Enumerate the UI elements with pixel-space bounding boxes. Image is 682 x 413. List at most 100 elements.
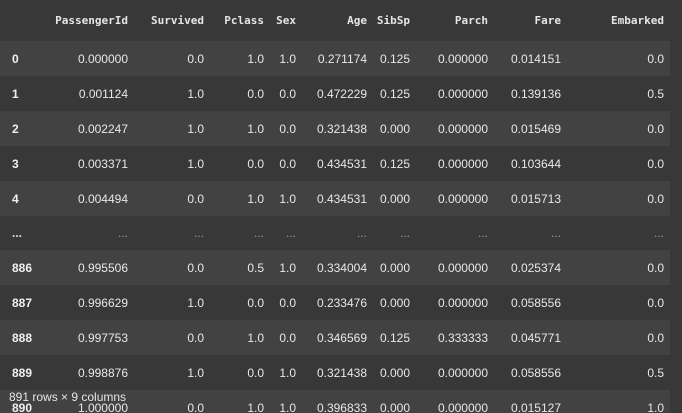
table-cell: 0.0 bbox=[134, 320, 210, 355]
table-cell: 0.0 bbox=[210, 355, 270, 390]
table-cell: 1.0 bbox=[134, 285, 210, 320]
table-cell: ... bbox=[373, 216, 416, 250]
table-cell: 0.321438 bbox=[302, 355, 373, 390]
table-cell: 0.000000 bbox=[416, 355, 494, 390]
table-cell: 0.000 bbox=[373, 181, 416, 216]
column-header: Parch bbox=[416, 0, 494, 41]
table-cell: 0.0 bbox=[210, 76, 270, 111]
table-cell: 0.015469 bbox=[494, 111, 567, 146]
column-header: Embarked bbox=[567, 0, 670, 41]
table-cell: 0.996629 bbox=[46, 285, 134, 320]
row-index: 2 bbox=[0, 111, 46, 146]
row-index: 4 bbox=[0, 181, 46, 216]
row-index: 1 bbox=[0, 76, 46, 111]
table-cell: 0.125 bbox=[373, 76, 416, 111]
table-cell: 0.0 bbox=[210, 285, 270, 320]
table-cell: 0.001124 bbox=[46, 76, 134, 111]
table-cell: ... bbox=[567, 216, 670, 250]
table-cell: 0.271174 bbox=[302, 41, 373, 76]
table-row: 3 0.003371 1.0 0.0 0.0 0.434531 0.125 0.000000 0… bbox=[0, 146, 670, 181]
table-cell: 0.472229 bbox=[302, 76, 373, 111]
table-cell: ... bbox=[46, 216, 134, 250]
table-cell: 1.0 bbox=[210, 111, 270, 146]
table-cell: 0.0 bbox=[270, 285, 302, 320]
row-index: ... bbox=[0, 216, 46, 250]
table-cell: 0.0 bbox=[567, 111, 670, 146]
table-cell: 0.434531 bbox=[302, 181, 373, 216]
table-cell: 0.0 bbox=[567, 320, 670, 355]
table-cell: 0.396833 bbox=[302, 390, 373, 413]
table-cell: 0.0 bbox=[210, 146, 270, 181]
table-cell: 0.0 bbox=[270, 76, 302, 111]
column-header: Pclass bbox=[210, 0, 270, 41]
table-cell: 0.000000 bbox=[416, 181, 494, 216]
table-cell: ... bbox=[416, 216, 494, 250]
table-cell: 0.0 bbox=[270, 146, 302, 181]
table-cell: 0.139136 bbox=[494, 76, 567, 111]
table-cell: 0.998876 bbox=[46, 355, 134, 390]
column-header: Sex bbox=[270, 0, 302, 41]
table-cell: 1.0 bbox=[210, 320, 270, 355]
table-cell: 1.0 bbox=[270, 41, 302, 76]
table-cell: 0.346569 bbox=[302, 320, 373, 355]
table-cell: 0.5 bbox=[567, 76, 670, 111]
table-cell: 0.000 bbox=[373, 250, 416, 285]
table-row: 889 0.998876 1.0 0.0 1.0 0.321438 0.000 0.00000… bbox=[0, 355, 670, 390]
table-row: 1 0.001124 1.0 0.0 0.0 0.472229 0.125 0.000000 0… bbox=[0, 76, 670, 111]
table-cell: 0.333333 bbox=[416, 320, 494, 355]
table-row: 2 0.002247 1.0 1.0 0.0 0.321438 0.000 0.000000 0… bbox=[0, 111, 670, 146]
table-cell: 1.0 bbox=[210, 181, 270, 216]
row-index: 887 bbox=[0, 285, 46, 320]
table-cell: 0.0 bbox=[270, 320, 302, 355]
table-cell: 0.015713 bbox=[494, 181, 567, 216]
table-cell: 0.025374 bbox=[494, 250, 567, 285]
shape-summary: 891 rows × 9 columns bbox=[9, 390, 126, 404]
table-cell: 0.0 bbox=[567, 285, 670, 320]
table-cell: 1.0 bbox=[210, 390, 270, 413]
table-cell: 0.334004 bbox=[302, 250, 373, 285]
column-header: PassengerId bbox=[46, 0, 134, 41]
table-cell: 1.0 bbox=[210, 41, 270, 76]
table-cell: 0.0 bbox=[134, 41, 210, 76]
table-cell: 0.015127 bbox=[494, 390, 567, 413]
table-cell: 0.5 bbox=[567, 355, 670, 390]
table-cell: 1.0 bbox=[134, 76, 210, 111]
table-cell: 0.045771 bbox=[494, 320, 567, 355]
table-cell: 0.000000 bbox=[416, 41, 494, 76]
table-cell: 0.003371 bbox=[46, 146, 134, 181]
table-cell: 0.000 bbox=[373, 355, 416, 390]
table-cell: 0.5 bbox=[210, 250, 270, 285]
table-cell: 0.0 bbox=[567, 146, 670, 181]
table-cell: 0.000000 bbox=[416, 111, 494, 146]
table-cell: 1.0 bbox=[270, 355, 302, 390]
row-index: 886 bbox=[0, 250, 46, 285]
table-cell: 0.000000 bbox=[416, 285, 494, 320]
table-cell: ... bbox=[494, 216, 567, 250]
column-header: Age bbox=[302, 0, 373, 41]
row-index: 888 bbox=[0, 320, 46, 355]
table-cell: 0.000000 bbox=[416, 250, 494, 285]
table-cell: 0.000000 bbox=[46, 41, 134, 76]
table-cell: 1.0 bbox=[270, 390, 302, 413]
table-row: 0 0.000000 0.0 1.0 1.0 0.271174 0.125 0.000000 0… bbox=[0, 41, 670, 76]
table-cell: 0.321438 bbox=[302, 111, 373, 146]
column-header: Survived bbox=[134, 0, 210, 41]
table-row: 888 0.997753 0.0 1.0 0.0 0.346569 0.125 0.33333… bbox=[0, 320, 670, 355]
table-cell: 1.0 bbox=[134, 146, 210, 181]
table-cell: 0.995506 bbox=[46, 250, 134, 285]
ellipsis-row: .............................. bbox=[0, 216, 670, 250]
table-cell: ... bbox=[210, 216, 270, 250]
table-cell: 0.0 bbox=[567, 250, 670, 285]
table-cell: 0.002247 bbox=[46, 111, 134, 146]
row-index: 3 bbox=[0, 146, 46, 181]
table-cell: 0.0 bbox=[270, 111, 302, 146]
table-cell: 0.434531 bbox=[302, 146, 373, 181]
table-cell: 0.0 bbox=[134, 181, 210, 216]
table-cell: 0.125 bbox=[373, 146, 416, 181]
table-cell: 0.000000 bbox=[416, 76, 494, 111]
table-cell: 0.058556 bbox=[494, 285, 567, 320]
table-row: 887 0.996629 1.0 0.0 0.0 0.233476 0.000 0.00000… bbox=[0, 285, 670, 320]
column-header: SibSp bbox=[373, 0, 416, 41]
